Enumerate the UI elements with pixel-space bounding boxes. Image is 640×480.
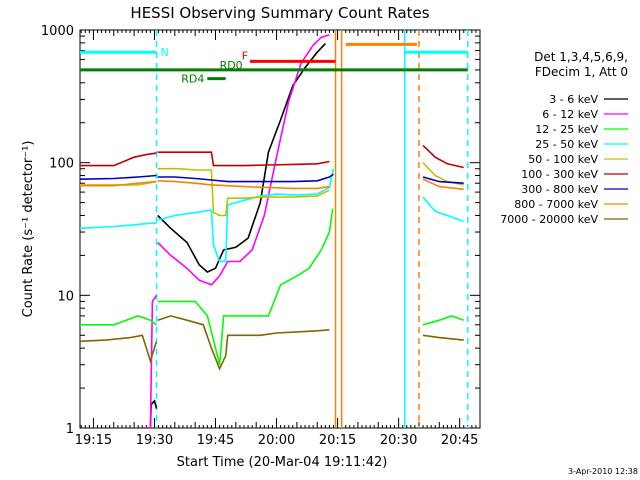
legend-entry-label: 800 - 7000 keV: [514, 198, 598, 211]
x-tick-label: 19:30: [136, 433, 173, 448]
series-line: [157, 34, 330, 286]
legend-entry-label: 50 - 100 keV: [528, 153, 598, 166]
series-line: [157, 167, 330, 217]
series-line: [80, 315, 157, 326]
x-tick-label: 20:45: [441, 433, 478, 448]
y-tick-label: 1000: [41, 24, 74, 39]
legend-entry-label: 25 - 50 keV: [535, 138, 598, 151]
series-line: [157, 151, 330, 167]
legend-entry-label: 3 - 6 keV: [549, 93, 598, 106]
x-tick-label: 20:30: [380, 433, 417, 448]
series-line: [157, 173, 334, 183]
flag-label: RD0: [220, 59, 243, 72]
series-line: [422, 334, 464, 341]
legend-entry-label: 12 - 25 keV: [535, 123, 598, 136]
legend-header-line2: FDecim 1, Att 0: [535, 65, 628, 79]
flag-label: RD4: [181, 73, 204, 86]
series-line: [80, 180, 157, 187]
series-line: [422, 176, 464, 184]
flag-label: F: [242, 49, 248, 62]
legend: 3 - 6 keV 6 - 12 keV 12 - 25 keV 25 - 50 ke…: [500, 93, 628, 226]
y-axis-label: Count Rate (s⁻¹ detector⁻¹): [21, 141, 36, 318]
series-line: [422, 196, 464, 223]
y-tick-label: 100: [49, 157, 74, 172]
y-tick-label: 1: [66, 422, 74, 437]
y-tick-label: 10: [57, 289, 74, 304]
series-line: [80, 334, 158, 364]
legend-entry-label: 6 - 12 keV: [542, 108, 598, 121]
series-line: [80, 222, 157, 230]
series-line: [157, 43, 326, 273]
series-line: [422, 178, 464, 191]
x-tick-label: 20:00: [258, 433, 295, 448]
series-line: [422, 315, 464, 326]
series-line: [80, 174, 157, 180]
chart-title: HESSI Observing Summary Count Rates: [130, 4, 429, 22]
legend-entry-label: 300 - 800 keV: [521, 183, 598, 196]
legend-header-line1: Det 1,3,4,5,6,9,: [534, 50, 628, 64]
series-line: [157, 180, 330, 190]
series-line: [157, 315, 330, 371]
flag-label: N: [161, 46, 169, 59]
series-line: [80, 152, 157, 167]
series-line: [142, 294, 158, 428]
footer-date: 3-Apr-2010 12:38: [568, 467, 638, 476]
legend-entry-label: 7000 - 20000 keV: [500, 213, 598, 226]
x-tick-label: 19:45: [197, 433, 234, 448]
series-line: [157, 208, 334, 365]
series-line: [422, 144, 464, 169]
x-tick-label: 19:15: [75, 433, 112, 448]
x-axis-label: Start Time (20-Mar-04 19:11:42): [177, 455, 388, 470]
legend-entry-label: 100 - 300 keV: [521, 168, 598, 181]
plot-frame: [79, 29, 481, 429]
x-tick-label: 20:15: [319, 433, 356, 448]
